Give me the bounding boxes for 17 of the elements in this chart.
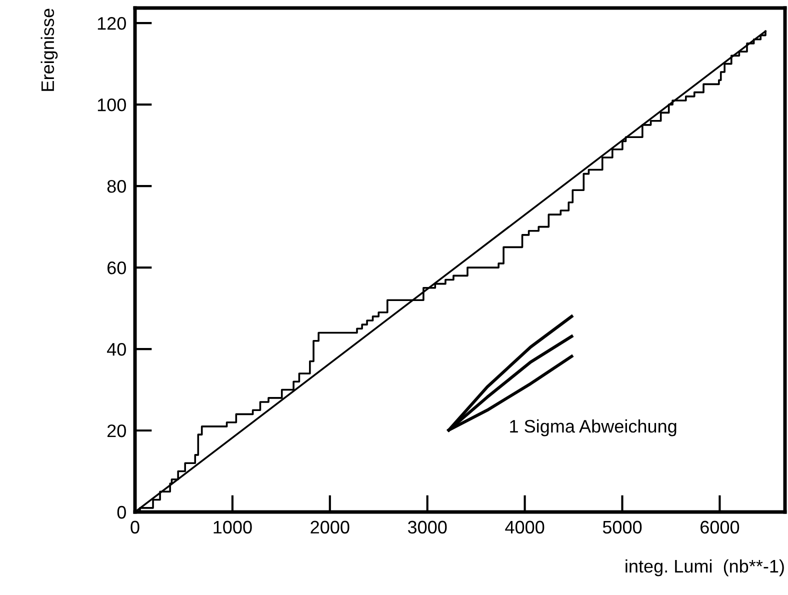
x-tick-label: 5000 [602,520,642,534]
y-tick-label: 60 [108,261,126,274]
y-tick-label: 20 [107,424,126,438]
x-tick-label: 0 [130,520,140,534]
x-tick-label: 4000 [505,520,544,534]
x-tick-label: 6000 [700,520,740,534]
annotation: 1 Sigma Abweichung [510,419,676,436]
y-tick-label: 100 [98,98,126,112]
y-axis-title: Ereignisse [40,8,58,91]
x-tick-label: 3000 [408,520,447,534]
x-axis-title: integ. Lumi (nb**-1) [626,559,784,576]
y-tick-label: 40 [107,342,126,356]
y-tick-label: 80 [107,180,126,193]
y-tick-label: 120 [98,17,126,30]
x-tick-label: 2000 [310,520,350,534]
x-tick-label: 1000 [214,520,252,534]
y-tick-label: 0 [117,506,126,519]
